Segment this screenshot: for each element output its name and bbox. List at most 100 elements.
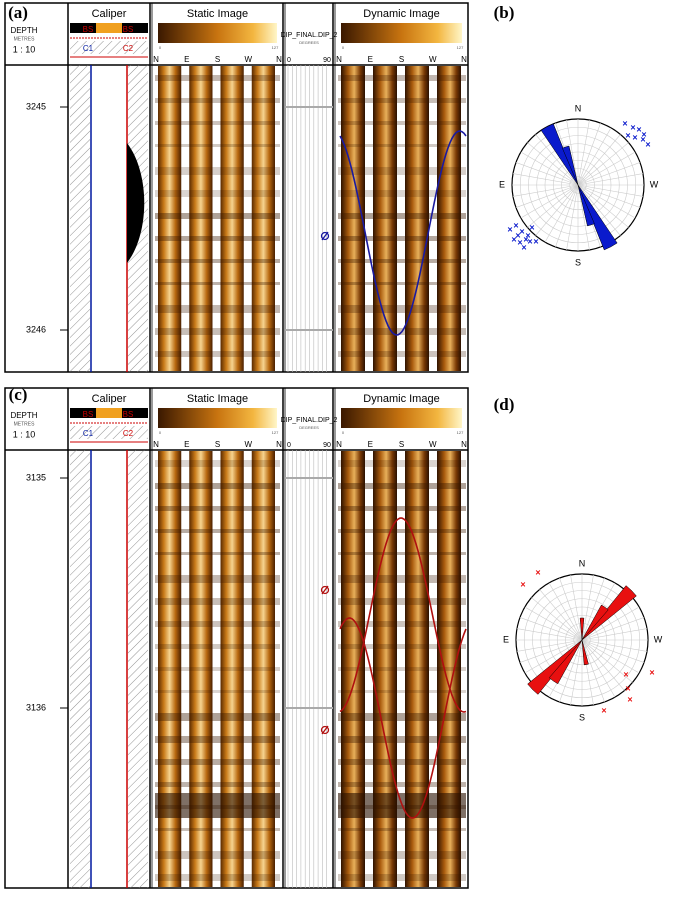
rose-grid: [535, 184, 579, 236]
rose-petal: [527, 639, 583, 695]
image-band: [338, 305, 466, 313]
image-band: [155, 190, 280, 197]
color-range: 127: [272, 45, 279, 50]
image-band: [155, 460, 280, 467]
rose-petal: [581, 585, 637, 641]
color-bar: [341, 23, 462, 43]
image-band: [338, 874, 466, 881]
bs-bar: [96, 23, 122, 33]
rose-grid: [548, 582, 583, 641]
pole-marker: ×: [636, 124, 641, 134]
rose-grid: [516, 628, 583, 641]
fracture-sinusoid: [339, 517, 467, 713]
image-band: [155, 690, 280, 693]
image-pad: [437, 66, 461, 371]
image-band: [338, 644, 466, 649]
image-pad: [405, 66, 429, 371]
depth-header: DEPTH: [10, 26, 37, 35]
rose-grid: [527, 142, 579, 186]
rose-grid: [581, 628, 648, 641]
rose-grid: [581, 639, 633, 683]
rose-grid: [544, 184, 579, 243]
dip-tail: [321, 725, 329, 735]
c-hatch: [70, 41, 148, 54]
color-range: 0: [159, 45, 162, 50]
rose-grid: [559, 639, 583, 703]
pole-marker: ×: [535, 567, 540, 577]
depth-label: 3246: [26, 324, 46, 334]
rose-grid: [515, 184, 579, 208]
azimuth-label: E: [368, 55, 373, 64]
rose-grid: [520, 151, 579, 186]
rose-grid: [577, 184, 641, 208]
rose-west: W: [654, 634, 663, 644]
track-title: Dynamic Image: [363, 8, 439, 20]
pole-marker: ×: [527, 236, 532, 246]
image-band: [155, 236, 280, 241]
image-band: [338, 259, 466, 263]
dip-header: DIP_FINAL.DIP_2: [281, 417, 338, 424]
rose-grid: [570, 574, 583, 641]
depth-label: 3245: [26, 101, 46, 111]
image-band: [155, 759, 280, 765]
pole-marker: ×: [517, 237, 522, 247]
image-pad: [251, 451, 275, 887]
rose-grid: [524, 639, 583, 674]
rose-grid: [566, 119, 579, 186]
image-band: [155, 782, 280, 787]
image-band: [338, 98, 466, 103]
rose-grid: [527, 184, 579, 228]
color-range: 127: [272, 430, 279, 435]
azimuth-label: N: [336, 55, 342, 64]
rose-grid: [577, 184, 590, 251]
azimuth-label: W: [244, 55, 252, 64]
rose-grid: [516, 639, 583, 652]
image-band: [155, 874, 280, 881]
image-pad: [251, 66, 275, 371]
rose-south: S: [579, 712, 585, 722]
image-band: [155, 713, 280, 721]
rose-grid: [581, 639, 605, 703]
image-band: [155, 736, 280, 743]
image-band: [338, 575, 466, 583]
image-band: [338, 282, 466, 285]
color-range: 0: [159, 430, 162, 435]
rose-east: E: [499, 179, 505, 189]
pole-marker: ×: [622, 118, 627, 128]
pole-marker: ×: [507, 224, 512, 234]
pole-marker: ×: [511, 234, 516, 244]
bs-label: BS: [83, 410, 94, 419]
image-band: [338, 506, 466, 511]
image-band: [155, 305, 280, 313]
pole-marker: ×: [525, 230, 530, 240]
rose-grid: [577, 127, 612, 186]
bs-label: BS: [83, 25, 94, 34]
log-frame: [4, 387, 469, 889]
rose-grid: [535, 134, 579, 186]
image-band: [155, 98, 280, 103]
rose-grid: [577, 134, 621, 186]
dip-tail: [321, 231, 329, 241]
rose-grid: [519, 617, 583, 641]
image-pad: [189, 451, 213, 887]
pole-marker: ×: [640, 134, 645, 144]
image-band: [338, 144, 466, 147]
image-pad: [220, 66, 244, 371]
rose-grid: [581, 639, 645, 663]
image-band: [338, 621, 466, 627]
rose-north: N: [575, 103, 582, 113]
image-band: [338, 529, 466, 533]
pole-marker: ×: [521, 242, 526, 252]
rose-grid: [570, 639, 583, 706]
image-pad: [189, 66, 213, 371]
rose-grid: [512, 173, 579, 186]
azimuth-label: S: [215, 55, 220, 64]
azimuth-label: N: [461, 55, 467, 64]
image-band: [155, 259, 280, 263]
image-band: [155, 167, 280, 175]
rose-grid: [581, 639, 640, 674]
dip-tadpole: [320, 725, 330, 735]
panel-label: (b): [494, 3, 515, 22]
rose-grid: [577, 184, 629, 228]
